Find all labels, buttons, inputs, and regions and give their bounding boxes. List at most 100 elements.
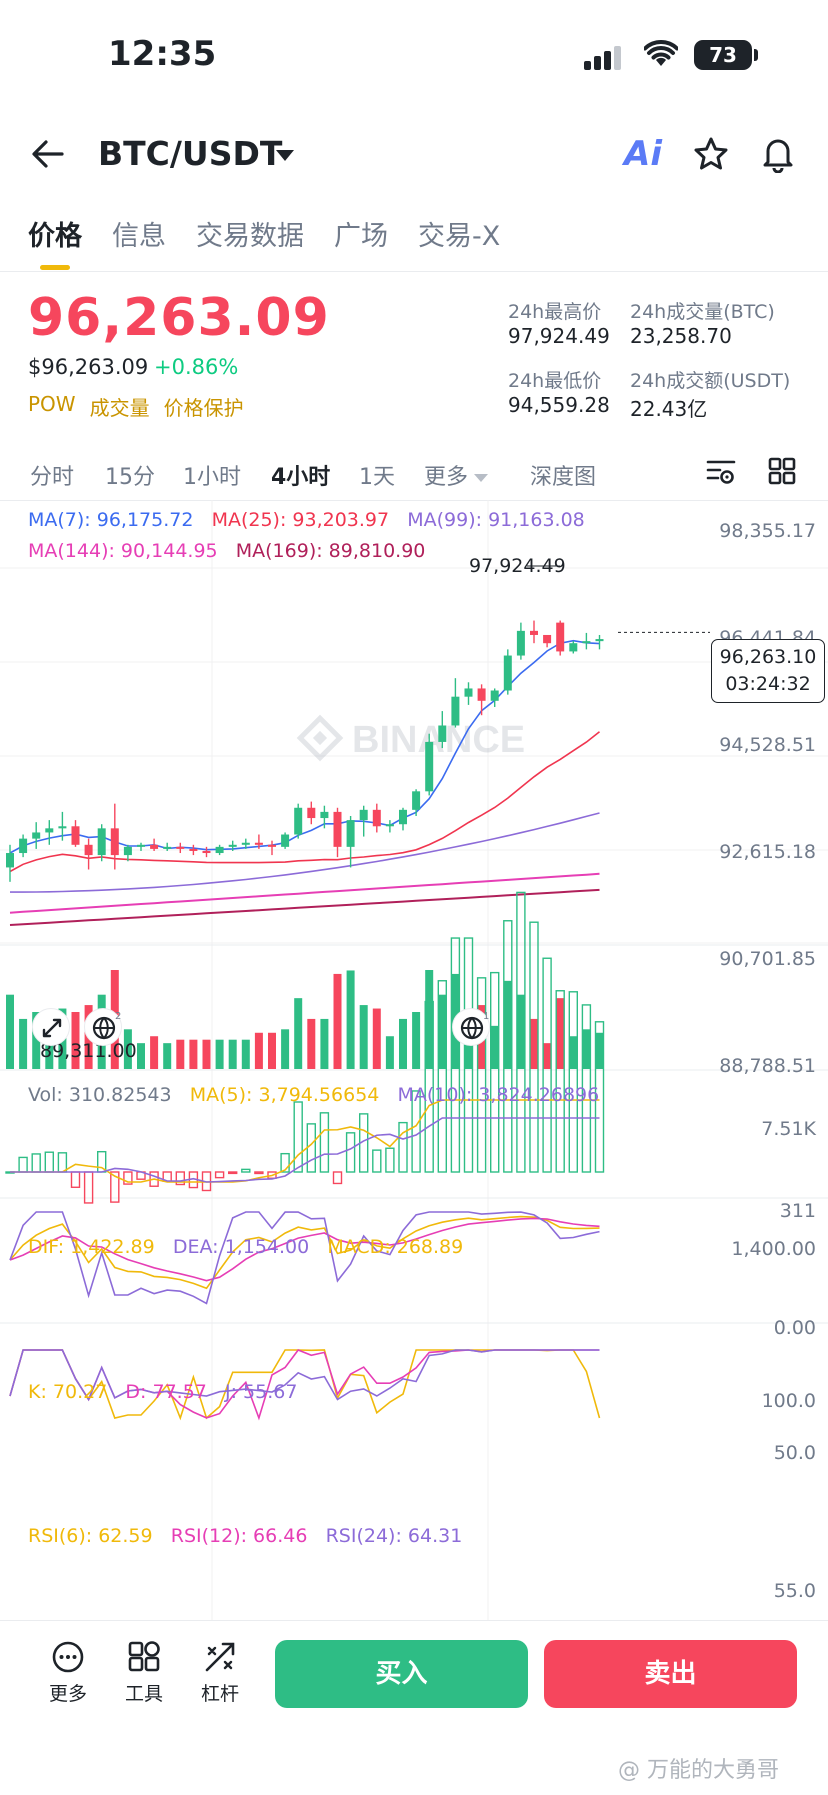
current-price-tag[interactable]: 96,263.10 03:24:32 [711, 639, 825, 703]
rsi-24: RSI(24): 64.31 [325, 1525, 463, 1547]
current-price-value: 96,263.10 [719, 646, 817, 668]
kdj-legend: K: 70.27 D: 77.57 J: 55.67 [28, 1381, 297, 1403]
buy-button[interactable]: 买入 [275, 1640, 528, 1708]
volume-axis-label: 7.51K [761, 1118, 816, 1140]
pair-selector[interactable]: BTC/USDT [98, 134, 283, 173]
interval-15m[interactable]: 15分 [105, 465, 155, 490]
dif-line [10, 1099, 600, 1183]
chart-settings-icon[interactable] [706, 458, 736, 486]
favorite-star-icon[interactable] [692, 135, 730, 173]
layout-grid-icon[interactable] [768, 457, 796, 485]
volume-bar [438, 994, 447, 1069]
tab-price[interactable]: 价格 [28, 221, 82, 252]
interval-1h[interactable]: 1小时 [183, 465, 241, 490]
volume-bar [569, 1036, 578, 1069]
ai-assistant-icon[interactable]: Ai [624, 134, 662, 174]
more-button[interactable]: 更多 [44, 1640, 92, 1706]
volume-bar [176, 1039, 185, 1069]
ma99-line [10, 812, 600, 893]
candle-body [451, 696, 460, 726]
tab-trading-data[interactable]: 交易数据 [196, 221, 304, 252]
event-marker-2[interactable]: 2 [84, 1008, 122, 1046]
macd-bar [57, 1152, 68, 1173]
macd-axis-label: 0.00 [773, 1317, 816, 1339]
interval-1d[interactable]: 1天 [359, 465, 395, 490]
volume-bar [281, 1029, 290, 1069]
macd-bar [437, 980, 447, 1173]
macd-panel [5, 891, 605, 1204]
ma-legend-row2: MA(144): 90,144.95 MA(169): 89,810.90 [28, 540, 425, 562]
candle-body [530, 630, 538, 635]
chevron-down-icon[interactable] [276, 150, 294, 161]
volume-bar [490, 1025, 499, 1069]
candle-body [516, 630, 525, 656]
candle-body [281, 834, 290, 847]
footer-watermark: @ 万能的大勇哥 [618, 1758, 779, 1783]
candle-body [97, 828, 106, 856]
macd-bar [18, 1156, 28, 1173]
candle-body [163, 846, 172, 849]
sell-button[interactable]: 卖出 [544, 1640, 797, 1708]
macd-bar [241, 1168, 251, 1173]
volume-bar [307, 1018, 316, 1069]
candle-body [137, 844, 145, 847]
tab-square[interactable]: 广场 [334, 221, 388, 252]
volume-bar [137, 1043, 145, 1069]
macd-bar [568, 991, 578, 1173]
interval-timeline[interactable]: 分时 [30, 465, 75, 490]
depth-chart-tab[interactable]: 深度图 [530, 465, 597, 490]
interval-4h[interactable]: 4小时 [271, 465, 331, 490]
candle-countdown: 03:24:32 [725, 673, 811, 695]
last-price: 96,263.09 [28, 288, 330, 348]
tab-info[interactable]: 信息 [112, 221, 166, 252]
tag-volume[interactable]: 成交量 [89, 396, 150, 420]
rsi24-line [9, 1349, 600, 1402]
ma144-line [9, 872, 600, 914]
cellular-signal-icon [584, 44, 628, 70]
macd-dif: DIF: 1,422.89 [28, 1236, 155, 1258]
macd-bar [227, 1171, 238, 1175]
candle-body [189, 848, 198, 851]
tag-pow[interactable]: POW [28, 392, 76, 416]
macd-bar [594, 1021, 605, 1173]
volume-bar [294, 998, 303, 1069]
rsi-axis-label: 55.0 [773, 1580, 816, 1602]
price-axis-label: 88,788.51 [719, 1055, 816, 1077]
event-marker-1[interactable]: 1 [452, 1008, 490, 1046]
volume-bar [399, 1018, 407, 1069]
ma7-line [9, 639, 600, 854]
macd-bar [490, 971, 500, 1173]
candle-body [215, 846, 224, 854]
macd-bar [280, 1152, 290, 1173]
macd-bar [254, 1171, 264, 1175]
leverage-button[interactable]: 杠杆 [196, 1640, 244, 1706]
notification-bell-icon[interactable] [760, 135, 796, 174]
macd-bar [476, 977, 487, 1173]
stat-low-label: 24h最低价 [508, 370, 602, 392]
macd-bar [332, 1171, 343, 1185]
volume-bar [254, 1032, 263, 1069]
interval-more-label: 更多 [424, 465, 469, 490]
price-axis-label: 90,701.85 [719, 948, 816, 970]
candle-body [150, 844, 159, 849]
kdj-panel [9, 1211, 600, 1305]
volume-bar [320, 1018, 329, 1069]
stat-vol-usdt-label: 24h成交额(USDT) [630, 370, 791, 392]
macd-bar [123, 1171, 133, 1185]
volume-bar [215, 1039, 224, 1069]
volume-bar [385, 1036, 394, 1069]
back-arrow-icon[interactable] [30, 136, 66, 172]
macd-bar [385, 1147, 395, 1173]
candle-body [333, 811, 342, 847]
tag-list: POW 成交量 价格保护 [28, 392, 244, 421]
candle-body [425, 741, 434, 792]
kline-chart[interactable]: BINANCE [0, 500, 828, 1620]
tools-button[interactable]: 工具 [120, 1640, 168, 1706]
tab-trade-x[interactable]: 交易-X [418, 221, 501, 252]
fullscreen-button[interactable] [32, 1008, 70, 1046]
interval-more[interactable]: 更多 [424, 459, 489, 491]
ma99-legend: MA(99): 91,163.08 [407, 509, 585, 531]
candle-body [6, 853, 14, 868]
tag-price-protection[interactable]: 价格保护 [163, 396, 244, 420]
macd-bar [31, 1153, 41, 1173]
